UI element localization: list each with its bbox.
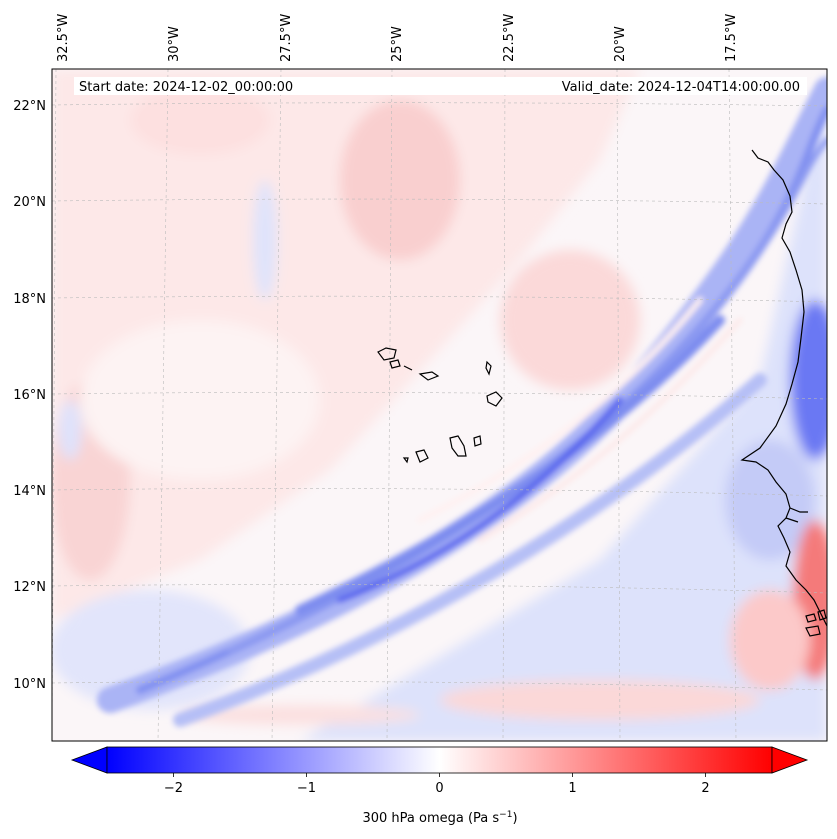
lon-tick-label: 22.5°W [502,14,517,62]
island-gambia-inlet [785,507,808,523]
lon-tick-label: 25°W [390,26,405,62]
lat-tick-label: 10°N [13,677,46,692]
lat-tick-label: 20°N [13,195,46,210]
lon-tick-label: 20°W [613,26,628,62]
island-sal [485,360,492,376]
lon-tick-label: 32.5°W [56,14,71,62]
lat-tick-label: 22°N [13,99,46,114]
colorbar-tick-label: −1 [297,781,316,796]
africa-coastline [740,149,827,627]
lat-tick-label: 14°N [13,484,46,499]
colorbar-min-extend [70,746,108,774]
start-date-label: Start date: 2024-12-02_00:00:00 [79,80,293,95]
lat-tick-label: 16°N [13,388,46,403]
island-santa-luzia [403,365,413,371]
colorbar-gradient [106,746,773,774]
island-sao-nicolau [418,371,440,381]
colorbar-tick-label: 1 [568,781,576,796]
omega-field [52,69,827,741]
island-santo-antao [377,347,397,361]
colorbar: −2 −1 0 1 2 300 hPa omega (Pa s−1) [70,746,809,826]
longitude-labels: 32.5°W 30°W 27.5°W 25°W 22.5°W 20°W 17.5… [56,14,739,62]
island-maio [473,435,482,447]
latitude-labels: 22°N 20°N 18°N 16°N 14°N 12°N 10°N [13,99,46,692]
lat-tick-label: 18°N [13,292,46,307]
colorbar-tick-label: 2 [701,781,709,796]
island-bijagos-1 [805,613,817,623]
colorbar-ticks: −2 −1 0 1 2 [164,773,710,796]
island-sao-vicente [389,359,401,369]
date-label-background [74,77,807,95]
colorbar-tick-label: −2 [164,781,183,796]
island-boa-vista [486,391,503,407]
colorbar-label: 300 hPa omega (Pa s−1) [362,810,517,826]
island-bijagos-2 [805,625,821,637]
island-brava [402,457,409,464]
lon-tick-label: 27.5°W [279,14,294,62]
island-bijagos-3 [817,609,827,621]
lon-tick-label: 30°W [167,26,182,62]
colorbar-max-extend [771,746,809,774]
island-santiago [449,435,467,457]
map-frame [51,68,828,742]
lat-tick-label: 12°N [13,580,46,595]
graticule [52,69,827,741]
valid-date-label: Valid_date: 2024-12-04T14:00:00.00 [562,80,800,95]
lon-tick-label: 17.5°W [724,14,739,62]
island-fogo [415,449,429,463]
coastlines [377,149,827,637]
colorbar-tick-label: 0 [435,781,443,796]
